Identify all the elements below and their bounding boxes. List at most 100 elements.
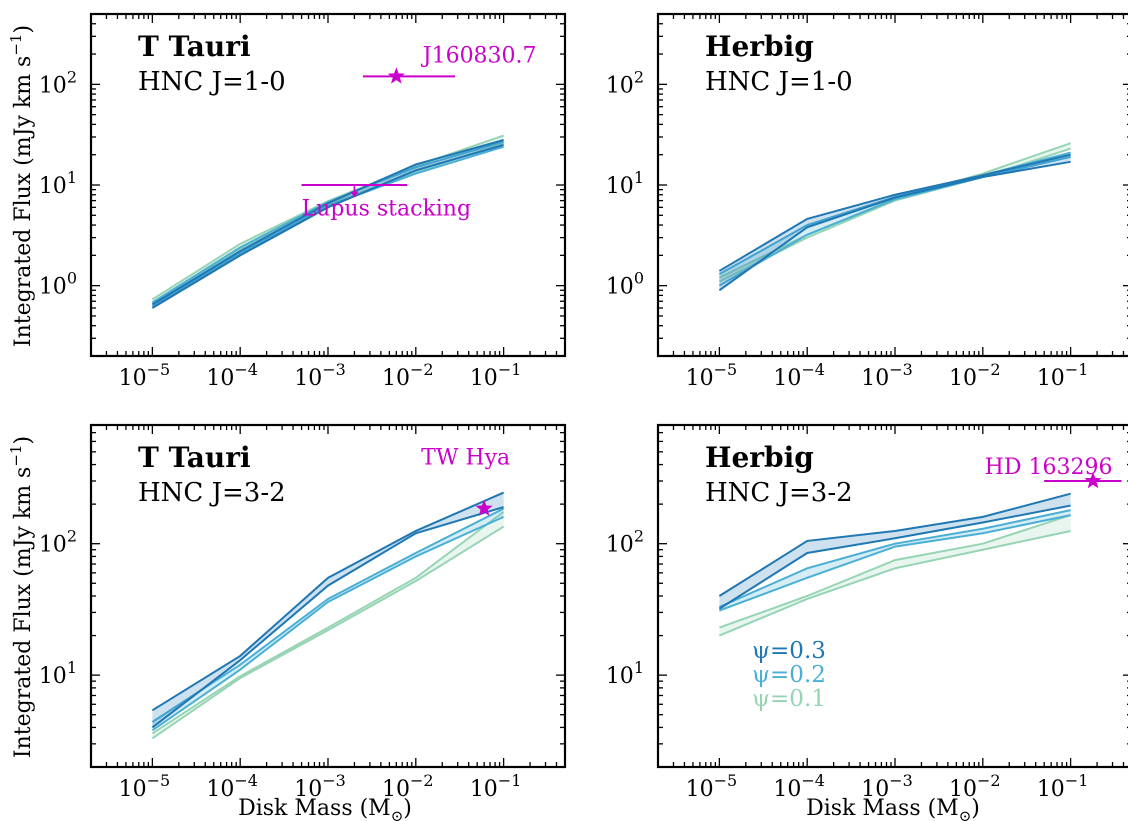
x-tick-exp: −2 <box>410 360 434 379</box>
y-tick-label: 102 <box>39 67 77 98</box>
x-tick-label: 10−3 <box>861 360 913 391</box>
axes-frame <box>89 423 567 769</box>
series-line-lower <box>151 143 504 309</box>
y-axis-label-sup: −1 <box>7 445 25 467</box>
svg-text:Disk Mass (M⊙): Disk Mass (M⊙) <box>806 796 980 821</box>
y-tick-exp: 2 <box>67 67 77 86</box>
x-tick-base: 10 <box>206 777 234 802</box>
x-tick-label: 10−1 <box>1037 771 1089 802</box>
y-tick-label: 101 <box>39 658 77 689</box>
series-line-lower <box>718 529 1071 637</box>
observation-label: HD 163296 <box>985 455 1113 480</box>
plot-area <box>718 142 1071 292</box>
y-tick-label: 100 <box>39 269 77 300</box>
series-band <box>152 511 504 739</box>
y-tick-exp: 0 <box>67 269 77 288</box>
y-tick-base: 10 <box>39 275 67 300</box>
legend-entry: ψ=0.1 <box>752 686 826 712</box>
observation: TW Hya <box>421 446 510 516</box>
panel-ttauri-10: 10−5 10−4 10−3 10−2 10−1100101102J160830.7Lu… <box>39 12 567 391</box>
panel-subtitle: HNC J=3-2 <box>705 478 853 508</box>
y-tick-exp: 2 <box>634 67 644 86</box>
y-tick-base: 10 <box>606 73 634 98</box>
y-tick-exp: 1 <box>67 658 77 677</box>
y-tick-label: 101 <box>606 168 644 199</box>
x-tick-base: 10 <box>949 366 977 391</box>
y-tick-base: 10 <box>606 275 634 300</box>
x-tick-base: 10 <box>470 366 498 391</box>
legend-entry: ψ=0.2 <box>752 662 826 688</box>
series-line-upper <box>718 509 1071 608</box>
series-line-upper <box>151 139 504 306</box>
observation-label: TW Hya <box>421 446 510 471</box>
series-line-lower <box>718 160 1071 292</box>
x-tick-label: 10−3 <box>294 360 346 391</box>
observation-star <box>475 499 493 516</box>
y-tick-base: 10 <box>606 174 634 199</box>
x-tick-exp: −5 <box>714 771 738 790</box>
y-tick-label: 102 <box>39 527 77 558</box>
x-axis-label-right: Disk Mass (M⊙) <box>806 796 980 821</box>
y-tick-exp: 1 <box>67 168 77 187</box>
x-tick-label: 10−4 <box>206 771 258 802</box>
x-axis-label-sub: ⊙ <box>959 807 972 821</box>
y-tick-exp: 2 <box>634 527 644 546</box>
y-tick-exp: 1 <box>634 168 644 187</box>
panel-subtitle: HNC J=1-0 <box>705 67 853 97</box>
series-line-lower <box>151 525 505 740</box>
observation: Lupus stacking <box>301 184 472 221</box>
y-tick-exp: 1 <box>634 658 644 677</box>
series-line-lower <box>151 145 504 308</box>
series-band <box>719 154 1071 291</box>
x-tick-exp: −3 <box>889 360 913 379</box>
x-tick-exp: −4 <box>234 771 258 790</box>
x-tick-label: 10−4 <box>773 771 825 802</box>
x-tick-exp: −3 <box>322 771 346 790</box>
legend: ψ=0.3ψ=0.2ψ=0.1 <box>752 638 826 712</box>
x-tick-base: 10 <box>206 366 234 391</box>
x-axis-label-text: Disk Mass (M <box>806 796 959 821</box>
series-band <box>152 508 504 731</box>
y-axis-label-close: ) <box>11 436 36 445</box>
x-tick-label: 10−1 <box>470 360 522 391</box>
plot-area <box>151 134 504 309</box>
x-tick-base: 10 <box>1037 366 1065 391</box>
observation-star <box>1084 471 1102 489</box>
axes-frame <box>656 423 1128 769</box>
upper-limit-arrowhead <box>350 191 359 198</box>
y-axis-label-sup: −1 <box>7 34 25 56</box>
y-tick-base: 10 <box>39 664 67 689</box>
x-tick-label: 10−4 <box>773 360 825 391</box>
observation-label: Lupus stacking <box>302 196 472 221</box>
x-tick-label: 10−2 <box>382 771 434 802</box>
series-band <box>719 143 1071 282</box>
x-tick-label: 10−5 <box>119 771 171 802</box>
x-tick-base: 10 <box>686 366 714 391</box>
x-tick-exp: −2 <box>977 360 1001 379</box>
x-tick-base: 10 <box>294 777 322 802</box>
observation-label: J160830.7 <box>421 43 537 68</box>
series-band <box>719 510 1071 611</box>
x-axis-label-close: ) <box>403 796 412 821</box>
x-tick-exp: −4 <box>234 360 258 379</box>
y-axis-label-bottom: Integrated Flux (mJy km s−1) <box>7 436 36 758</box>
series-band <box>719 515 1071 636</box>
series-line-upper <box>151 510 505 735</box>
x-tick-label: 10−2 <box>949 771 1001 802</box>
x-tick-exp: −1 <box>1065 771 1089 790</box>
series-line-upper <box>151 491 505 712</box>
x-tick-base: 10 <box>949 777 977 802</box>
x-tick-base: 10 <box>382 366 410 391</box>
y-tick-exp: 0 <box>634 269 644 288</box>
x-axis-label-close: ) <box>971 796 980 821</box>
y-tick-label: 101 <box>606 658 644 689</box>
x-tick-label: 10−4 <box>206 360 258 391</box>
series-band <box>152 492 504 728</box>
series-line-lower <box>718 504 1071 610</box>
legend-entry: ψ=0.3 <box>752 638 826 664</box>
observation: HD 163296 <box>985 455 1122 489</box>
